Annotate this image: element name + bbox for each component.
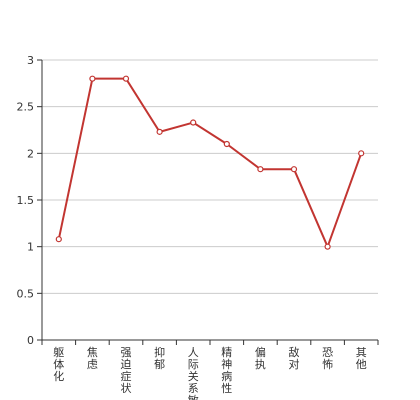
y-tick-label: 0.5 [17,287,35,300]
x-category-char: 症 [121,369,132,383]
x-category-char: 敌 [289,345,300,359]
x-category-char: 状 [121,381,132,395]
x-category-char: 对 [289,357,300,371]
x-category-label: 其他 [356,346,367,371]
data-point [324,243,331,250]
x-category-char: 焦 [87,346,98,359]
x-category-char: 执 [255,357,266,371]
data-point [257,166,264,173]
x-category-char: 体 [53,357,64,371]
series-line [57,77,363,248]
y-tick-label: 3 [27,54,34,67]
data-point [122,75,130,82]
x-category-label: 恐怖 [322,346,333,371]
x-category-char: 系 [188,382,199,395]
x-category-char: 虑 [87,358,98,371]
data-point [55,236,62,243]
x-category-char: 际 [188,358,199,371]
x-category-label: 敌对 [289,345,300,371]
y-tick-label: 2.5 [17,101,35,114]
y-tick-label: 0 [27,334,34,347]
x-category-char: 神 [221,357,232,371]
x-category-char: 人 [188,346,199,359]
x-category-label: 焦虑 [87,346,98,371]
x-category-char: 郁 [154,357,165,371]
x-category-char: 强 [121,346,132,359]
x-category-char: 化 [53,369,64,383]
x-category-char: 躯 [53,346,64,359]
x-category-label: 偏执 [255,345,266,371]
data-point [89,75,96,82]
x-category-label: 人际关系敏感 [188,346,199,400]
x-category-char: 偏 [255,345,266,359]
y-tick-label: 1 [27,241,34,254]
x-category-char: 抑 [154,345,165,359]
x-category-label: 精神病性 [221,346,232,395]
x-category-char: 其 [356,346,367,359]
x-category-char: 病 [221,369,232,383]
x-category-label: 躯体化 [53,346,64,383]
x-category-char: 敏 [188,393,199,400]
x-category-char: 性 [221,381,232,395]
x-category-char: 精 [221,346,232,359]
x-category-label: 抑郁 [154,345,165,371]
y-tick-label: 1.5 [17,194,35,207]
data-point [156,128,163,135]
x-category-label: 强迫症状 [121,346,132,395]
x-category-char: 怖 [322,357,333,371]
x-category-char: 他 [356,358,367,371]
data-point [190,119,197,126]
x-category-char: 迫 [121,357,132,371]
data-point [358,150,365,157]
y-tick-label: 2 [27,147,34,160]
x-category-char: 恐 [322,346,333,359]
data-point [290,166,298,173]
x-category-char: 关 [188,369,199,383]
data-point [223,140,230,148]
